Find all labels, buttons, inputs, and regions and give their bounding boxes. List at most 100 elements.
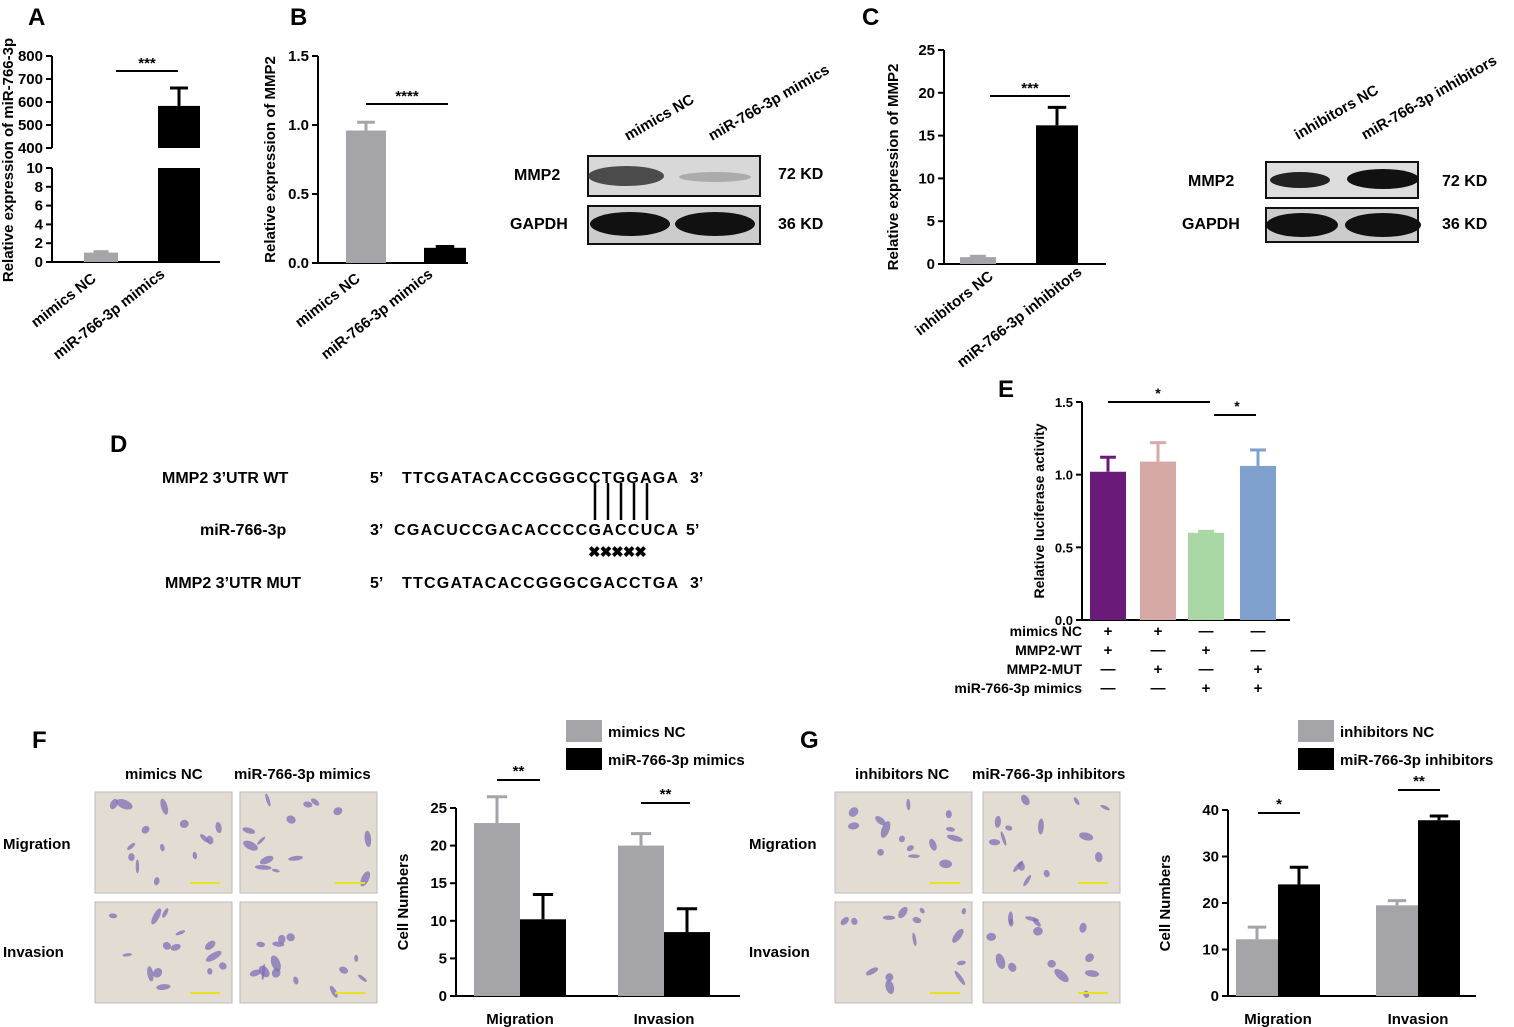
stained-cell xyxy=(1043,869,1050,878)
condition-mark: — xyxy=(1151,680,1166,697)
stained-cell xyxy=(994,815,1001,828)
y-tick-label: 10 xyxy=(918,170,935,187)
y-axis-label: Relative expression of MMP2 xyxy=(262,56,279,263)
stained-cell xyxy=(160,798,169,815)
image-column-label: mimics NC xyxy=(125,766,203,783)
stained-cell xyxy=(906,845,914,852)
condition-label: MMP2-WT xyxy=(1015,642,1082,658)
stained-cell xyxy=(848,822,860,830)
stained-cell xyxy=(288,855,303,861)
sequence-prime: 5’ xyxy=(370,470,383,487)
stained-cell xyxy=(153,968,163,978)
legend-swatch xyxy=(566,720,602,742)
panel-label-b: B xyxy=(290,4,307,31)
stained-cell xyxy=(243,840,258,851)
blot-size-label: 72 KD xyxy=(778,166,823,183)
y-tick-label: 20 xyxy=(1202,895,1219,912)
stained-cell xyxy=(882,915,896,920)
stained-cell xyxy=(122,953,133,957)
micrograph-image xyxy=(834,791,973,894)
x-tick-label: miR-766-3p mimics xyxy=(318,266,436,364)
stained-cell xyxy=(192,851,198,860)
stained-cell xyxy=(1073,797,1080,806)
stained-cell xyxy=(848,807,859,817)
stained-cell xyxy=(1005,825,1013,831)
y-tick-label: 1.0 xyxy=(1055,468,1073,483)
blot-protein-label: MMP2 xyxy=(514,167,560,184)
stained-cell xyxy=(840,917,849,926)
y-tick-label: 25 xyxy=(918,42,935,59)
western-blot-c: inhibitors NC miR-766-3p inhibitors MMP2… xyxy=(1182,52,1500,243)
y-tick-label: 0.0 xyxy=(288,255,309,272)
stained-cell xyxy=(135,859,140,874)
sequence-prime: 3’ xyxy=(690,470,703,487)
stained-cell xyxy=(259,855,274,865)
bar xyxy=(84,252,118,262)
sequence-name: MMP2 3’UTR MUT xyxy=(165,575,301,592)
stained-cell xyxy=(945,810,952,819)
y-tick-label: 1.5 xyxy=(288,48,309,65)
stained-cell xyxy=(1033,926,1043,936)
blot-lane-label: mimics NC xyxy=(622,91,698,145)
stained-cell xyxy=(339,966,349,974)
condition-mark: — xyxy=(1251,623,1266,640)
stained-cell xyxy=(1084,970,1100,977)
stained-cell xyxy=(219,962,227,970)
stained-cell xyxy=(162,908,169,918)
stained-cell xyxy=(286,933,295,942)
stained-cell xyxy=(929,838,937,851)
y-tick-label: 30 xyxy=(1202,849,1219,866)
stained-cell xyxy=(257,836,266,845)
blot-band xyxy=(1347,169,1419,189)
stained-cell xyxy=(919,907,925,914)
x-tick-label: inhibitors NC xyxy=(912,268,997,339)
y-tick-label: 400 xyxy=(18,140,43,157)
y-tick-label: 10 xyxy=(26,160,43,177)
bar xyxy=(1090,471,1126,620)
stained-cell xyxy=(200,834,209,843)
stained-cell xyxy=(986,932,997,941)
image-row-label: Invasion xyxy=(749,944,810,961)
y-tick-label: 20 xyxy=(430,838,447,855)
y-tick-label: 5 xyxy=(439,950,447,967)
blot-band xyxy=(590,212,670,236)
stained-cell xyxy=(170,944,181,951)
panel-label-f: F xyxy=(32,727,47,754)
significance-label: *** xyxy=(1021,80,1039,97)
stained-cell xyxy=(278,934,286,944)
y-tick-label: 0 xyxy=(927,256,935,273)
panel-label-g: G xyxy=(800,727,819,754)
y-tick-label: 10 xyxy=(1202,942,1219,959)
y-tick-label: 600 xyxy=(18,94,43,111)
y-tick-label: 5 xyxy=(927,213,935,230)
stained-cell xyxy=(271,868,280,873)
condition-label: mimics NC xyxy=(1010,623,1082,639)
blot-protein-label: GAPDH xyxy=(1182,216,1240,233)
stained-cell xyxy=(286,815,296,824)
y-tick-label: 8 xyxy=(35,179,43,196)
stained-cell xyxy=(1008,911,1014,925)
stained-cell xyxy=(175,930,186,936)
blot-size-label: 36 KD xyxy=(1442,216,1487,233)
x-tick-label: Migration xyxy=(1244,1011,1312,1027)
significance-label: * xyxy=(1234,398,1240,414)
y-tick-label: 500 xyxy=(18,117,43,134)
stained-cell xyxy=(256,941,266,948)
stained-cell xyxy=(258,965,270,978)
blot-protein-label: MMP2 xyxy=(1188,173,1234,190)
legend-label: miR-766-3p inhibitors xyxy=(1340,752,1493,769)
bar xyxy=(1240,465,1276,620)
x-tick-label: Migration xyxy=(486,1011,554,1027)
sequence-prime: 3’ xyxy=(370,522,383,539)
significance-label: * xyxy=(1276,796,1282,813)
condition-mark: + xyxy=(1104,623,1113,640)
bar xyxy=(1376,905,1418,996)
legend-swatch xyxy=(566,748,602,770)
stained-cell xyxy=(1085,953,1094,963)
x-tick-label: miR-766-3p mimics xyxy=(50,266,168,364)
image-column-label: miR-766-3p mimics xyxy=(234,766,371,783)
blot-band xyxy=(675,212,755,236)
micrograph-image xyxy=(239,901,378,1004)
